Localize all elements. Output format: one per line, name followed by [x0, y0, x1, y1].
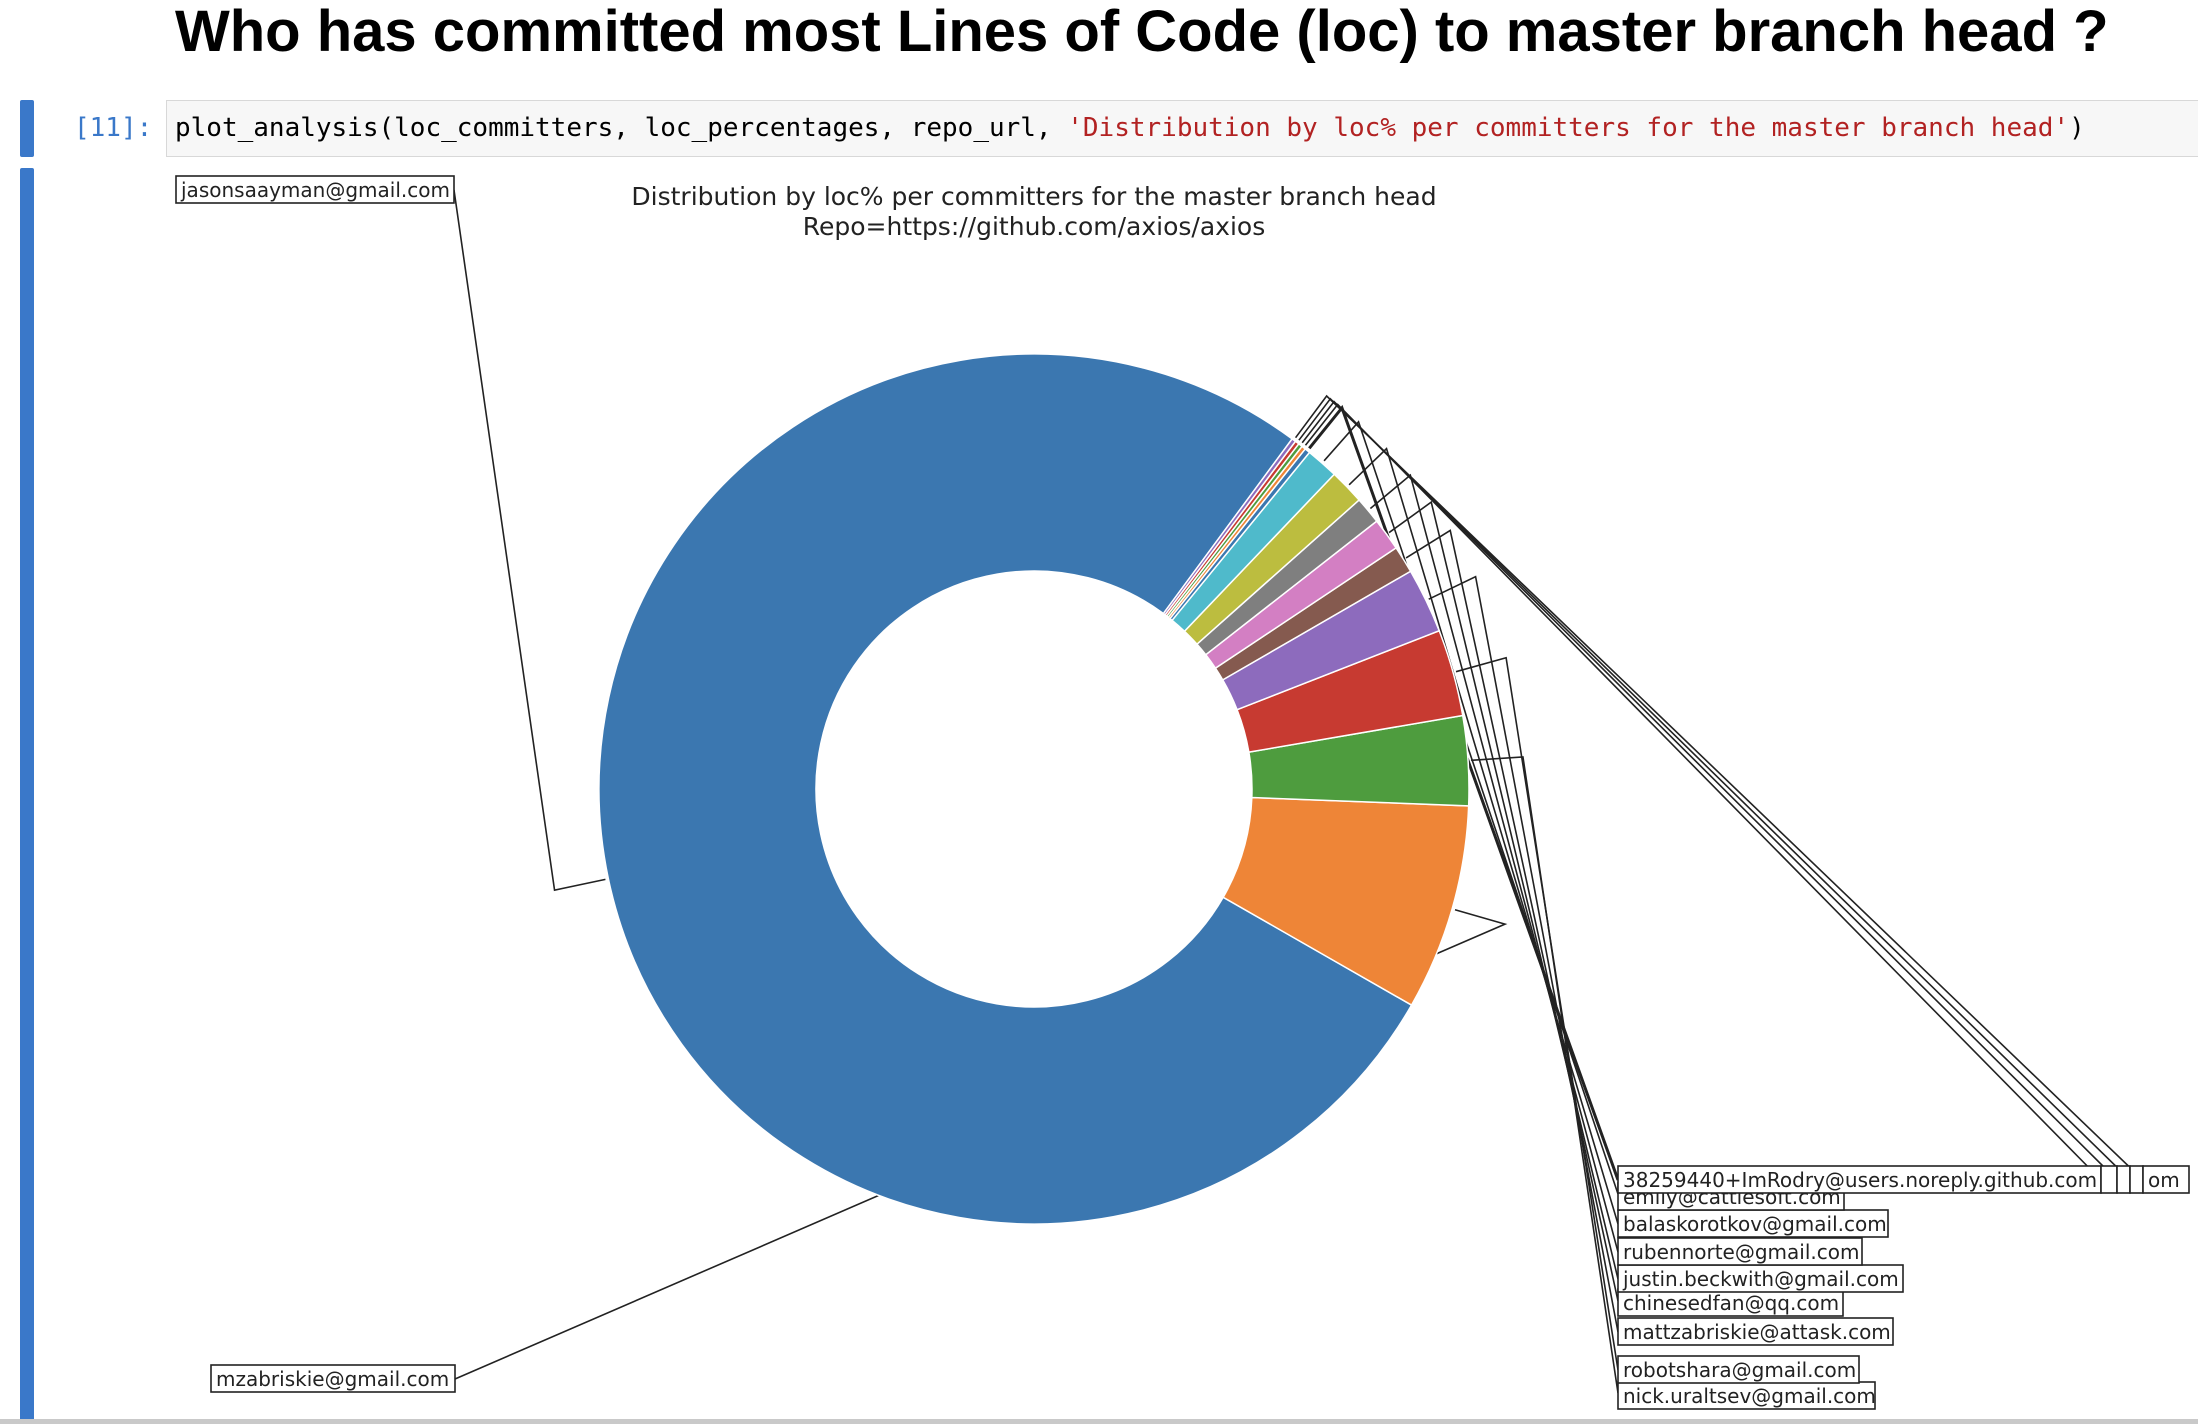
donut-slice [1162, 437, 1297, 616]
chart-subtitle: Repo=https://github.com/axios/axios [803, 212, 1265, 241]
slice-label-box [2116, 1165, 2131, 1194]
cell-prompt: [11]: [74, 113, 153, 143]
donut-slices [598, 353, 1470, 1225]
label-connectors [453, 189, 2144, 1394]
slice-label: jasonsaayman@gmail.com [180, 178, 450, 202]
slice-label-box [1617, 1237, 1863, 1266]
slice-label: robotshara@gmail.com [1623, 1358, 1856, 1382]
slice-label: nick.uraltsev@gmail.com [1623, 1384, 1876, 1408]
label-connector [453, 189, 606, 892]
code-close: ) [2069, 113, 2085, 143]
output-bottom-rule [0, 1419, 2198, 1424]
slice-label-box [1617, 1317, 1894, 1346]
slice-label: balaskorotkov@gmail.com [1623, 1212, 1887, 1236]
label-connector [1294, 394, 2144, 1181]
slice-label-box [2142, 1165, 2190, 1194]
slice-label: mattzabriskie@attask.com [1623, 1320, 1891, 1344]
slice-label-box [1617, 1355, 1860, 1384]
slice-label: 38259440+ImRodry@users.noreply.github.co… [1623, 1168, 2097, 1192]
donut-slice [598, 353, 1413, 1225]
label-connector [454, 909, 1508, 1380]
slice-label: justin.beckwith@gmail.com [1622, 1267, 1899, 1291]
slice-label: om [2148, 1168, 2180, 1192]
output-cell-indicator[interactable] [20, 168, 34, 1424]
chart-title: Distribution by loc% per committers for … [631, 182, 1436, 211]
code-plain: plot_analysis(loc_committers, loc_percen… [175, 113, 1068, 143]
code-cell[interactable]: plot_analysis(loc_committers, loc_percen… [166, 100, 2198, 157]
slice-label-box [2129, 1165, 2144, 1194]
slice-label-box [210, 1364, 456, 1393]
section-heading: Who has committed most Lines of Code (lo… [175, 0, 2109, 64]
slice-label: rubennorte@gmail.com [1623, 1240, 1859, 1264]
input-cell-indicator[interactable] [20, 100, 34, 157]
code-string: 'Distribution by loc% per committers for… [1067, 113, 2070, 143]
slice-label-box [175, 175, 455, 204]
slice-label-box [1617, 1209, 1889, 1238]
slice-label-box [1617, 1165, 2102, 1194]
slice-label: mzabriskie@gmail.com [216, 1367, 449, 1391]
label-connector [1471, 756, 1619, 1394]
slice-label: chinesedfan@qq.com [1623, 1291, 1839, 1315]
code-line: plot_analysis(loc_committers, loc_percen… [175, 113, 2085, 143]
slice-label-box [2100, 1165, 2118, 1194]
slice-labels: jasonsaayman@gmail.com mzabriskie@gmail.c… [175, 175, 2190, 1410]
